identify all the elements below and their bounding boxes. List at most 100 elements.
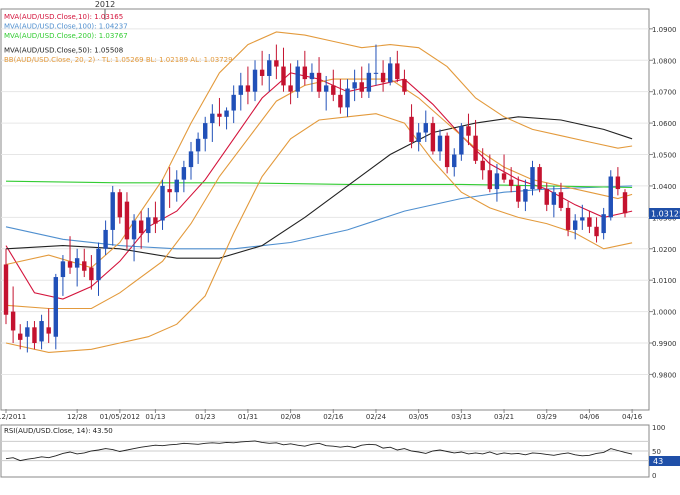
plot-frame [0,8,650,411]
x-tick-label: 02/24 [366,413,387,421]
x-tick-label: 01/13 [145,413,165,421]
candle-body [487,170,493,190]
price-badge-bg [649,208,680,219]
x-tick-label: 12/12/2011 [0,413,26,421]
candle-body [309,72,315,80]
y-tick-label: 1.0800 [652,57,677,65]
candle-body [587,217,592,227]
candle-body [444,135,450,168]
candle-body [32,327,37,344]
candle-body [231,94,236,111]
candle-body [359,82,364,92]
y-tick-label: 1.0600 [652,120,677,128]
candle-body [181,167,187,180]
x-tick-label: 12/28 [67,413,87,421]
rsi-line [5,440,633,462]
candle-body [281,66,286,86]
x-tick-label: 01/05/2012 [100,413,140,421]
y-tick-label: 1.0000 [652,309,677,317]
candle-body [544,189,549,205]
candle-body [67,261,73,268]
candle-body [252,69,258,92]
candle-body [302,66,308,80]
x-tick-label: 03/13 [451,413,471,421]
rsi-badge: 43 [653,457,663,466]
candle-body [416,132,421,142]
candle-body [380,72,386,83]
candle-body [473,135,478,161]
candle-body [409,116,414,142]
candle-body [537,167,542,190]
candle-body [551,192,557,205]
candle-body [74,258,80,268]
candle-body [338,94,343,108]
candle-body [203,123,208,139]
candle-body [10,311,16,331]
candle-body [39,321,44,342]
candle-body [572,220,578,230]
candle-body [430,123,436,152]
y-tick-label: 1.0200 [652,246,677,254]
x-tick-label: 03/05 [409,413,429,421]
x-tick-label: 02/08 [281,413,301,421]
candle-body [103,229,108,249]
candle-body [366,72,372,92]
legend: MVA(AUD/USD.Close,10): 1.03165 MVA(AUD/US… [4,13,233,64]
candle-body [131,220,137,240]
x-tick-label: 03/21 [494,413,514,421]
price-badge: 1.03125 [651,210,680,219]
candle-body [146,217,151,234]
candle-body [608,176,613,218]
top-year-label: 2012 [95,0,115,9]
y-tick-label: 1.0500 [652,152,677,160]
candle-body [18,333,23,340]
x-axis: 12/12/2011 12/28 01/05/2012 01/13 01/23 01/31… [0,409,643,421]
candle-body [210,113,215,124]
candle-body [558,192,564,208]
candle-body [466,126,471,136]
legend-item: MVA(AUD/USD.Close,100): 1.04237 [4,23,128,31]
y-tick-label: 1.0400 [652,183,677,191]
candle-body [195,138,201,152]
series-line-5 [5,113,633,353]
candle-body [437,135,443,152]
candle-body [259,69,265,76]
candle-body [245,85,251,92]
rsi-tick-label: 50 [652,448,661,456]
candle-body [594,226,599,237]
x-tick-label: 01/23 [195,413,215,421]
legend-item: BB(AUD/USD.Close, 20, 2) · TL: 1.05269 B… [4,56,233,64]
candle-body [110,192,115,230]
rsi-panel: 100 50 0 [1,424,665,480]
candle-body [530,167,535,190]
candle-body [3,264,9,315]
candle-body [402,79,407,92]
candle-body [388,63,393,83]
legend-item: MVA(AUD/USD.Close,200): 1.03767 [4,32,128,40]
candle-body [267,60,272,76]
y-tick-label: 1.0700 [652,89,677,97]
candle-body [494,173,500,190]
y-tick-label: 1.0100 [652,277,677,285]
candle-body [188,151,194,168]
candle-body [331,85,336,95]
candle-body [89,267,94,281]
x-tick-label: 01/31 [238,413,258,421]
candle-body [167,189,172,193]
candle-body [82,261,87,271]
candle-body [217,113,222,117]
legend-item: MVA(AUD/USD.Close,50): 1.05508 [4,47,123,55]
x-tick-label: 04/06 [579,413,600,421]
candle-body [459,126,464,155]
candle-body [138,220,144,234]
candle-body [288,85,293,92]
candle-body [565,207,571,230]
candle-body [452,154,457,168]
rsi-legend: RSI(AUD/USD.Close, 14): 43.50 [4,427,113,435]
x-tick-label: 03/29 [537,413,557,421]
candle-body [274,60,279,67]
candle-body [508,179,514,186]
x-tick-label: 02/16 [323,413,344,421]
